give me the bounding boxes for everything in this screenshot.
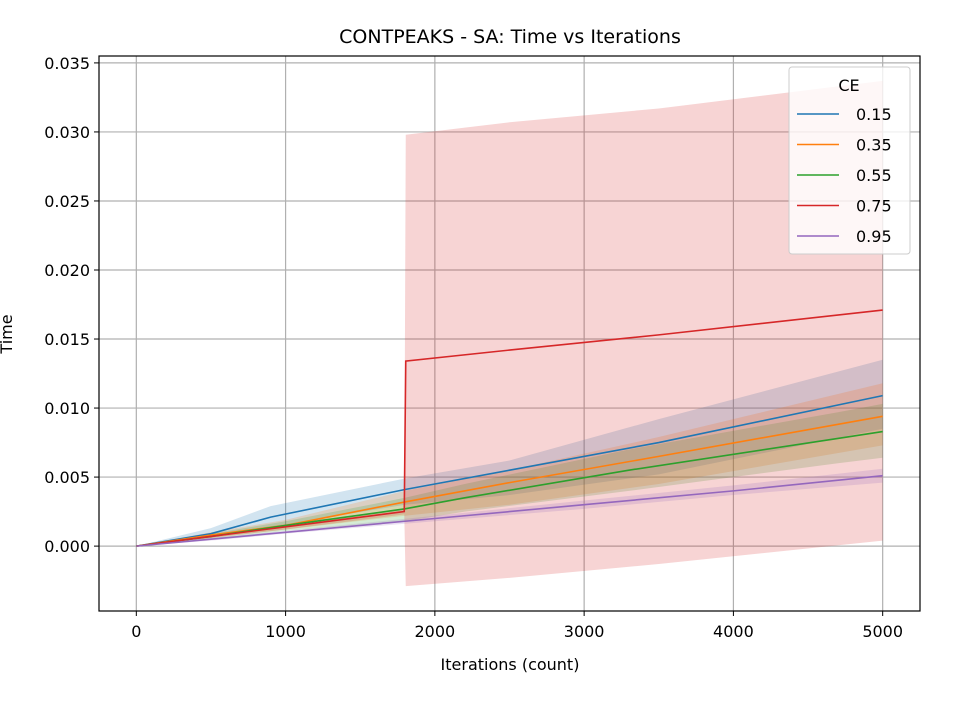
series-line-0.95 bbox=[136, 474, 883, 547]
x-axis-ticks: 0 1000 2000 3000 4000 5000 bbox=[131, 611, 903, 641]
chart-title: CONTPEAKS - SA: Time vs Iterations bbox=[339, 26, 681, 48]
series-lines bbox=[136, 309, 883, 547]
legend[interactable]: CE 0.15 0.35 0.55 0.75 0.95 bbox=[788, 66, 911, 255]
series-line-0.75 bbox=[136, 309, 883, 547]
x-tick-label: 4000 bbox=[713, 622, 754, 641]
grid bbox=[99, 56, 920, 611]
y-tick-label: 0.020 bbox=[44, 261, 90, 280]
legend-title: CE bbox=[838, 76, 859, 95]
confidence-band-0.55 bbox=[136, 403, 883, 547]
x-axis-label: Iterations (count) bbox=[441, 655, 580, 674]
y-tick-label: 0.005 bbox=[44, 468, 90, 487]
legend-box bbox=[788, 66, 911, 255]
legend-label: 0.55 bbox=[856, 166, 892, 185]
confidence-band-0.35 bbox=[136, 383, 883, 547]
x-tick-label: 2000 bbox=[415, 622, 456, 641]
x-tick-label: 3000 bbox=[564, 622, 605, 641]
legend-label: 0.35 bbox=[856, 136, 892, 155]
y-axis-label: Time bbox=[0, 314, 16, 354]
confidence-band-0.15 bbox=[136, 359, 883, 547]
y-tick-label: 0.010 bbox=[44, 399, 90, 418]
y-tick-label: 0.035 bbox=[44, 54, 90, 73]
y-tick-label: 0.000 bbox=[44, 537, 90, 556]
legend-items: 0.15 0.35 0.55 0.75 0.95 bbox=[797, 105, 892, 246]
y-tick-label: 0.025 bbox=[44, 192, 90, 211]
plot-frame bbox=[98, 55, 921, 612]
y-axis-ticks: 0.000 0.005 0.010 0.015 0.020 0.025 0.030 0.035 bbox=[44, 54, 99, 556]
legend-label: 0.75 bbox=[856, 197, 892, 216]
x-tick-label: 0 bbox=[131, 622, 141, 641]
legend-label: 0.15 bbox=[856, 105, 892, 124]
y-tick-label: 0.015 bbox=[44, 330, 90, 349]
x-tick-label: 1000 bbox=[265, 622, 306, 641]
y-tick-label: 0.030 bbox=[44, 123, 90, 142]
confidence-band-0.95 bbox=[136, 468, 883, 547]
x-tick-label: 5000 bbox=[862, 622, 903, 641]
legend-label: 0.95 bbox=[856, 227, 892, 246]
